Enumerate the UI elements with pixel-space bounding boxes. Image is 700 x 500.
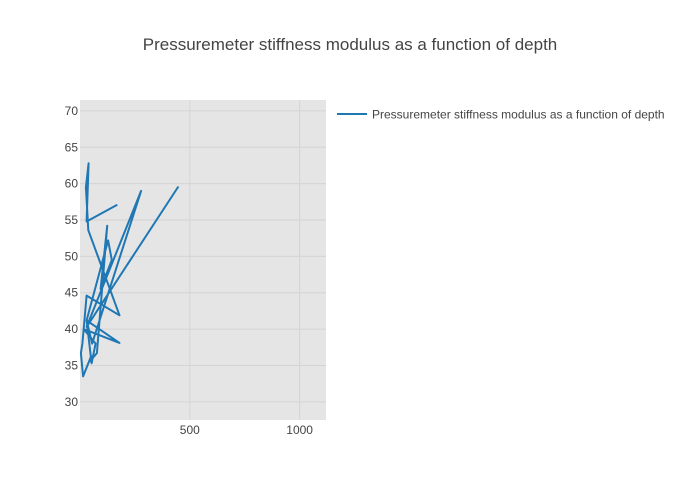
y-tick-label: 45 (65, 286, 79, 300)
legend[interactable]: Pressuremeter stiffness modulus as a fun… (337, 108, 665, 122)
x-tick-label: 500 (180, 423, 200, 437)
y-tick-label: 50 (65, 249, 79, 263)
y-tick-label: 60 (65, 177, 79, 191)
plot-area (80, 100, 326, 420)
y-tick-label: 35 (65, 358, 79, 372)
y-tick-label: 65 (65, 140, 79, 154)
series-line (79, 162, 180, 378)
y-tick-label: 40 (65, 322, 79, 336)
y-tick-label: 30 (65, 395, 79, 409)
x-tick-label: 1000 (286, 423, 313, 437)
legend-label: Pressuremeter stiffness modulus as a fun… (372, 108, 665, 122)
chart-title: Pressuremeter stiffness modulus as a fun… (143, 35, 558, 54)
y-tick-label: 55 (65, 213, 79, 227)
y-tick-label: 70 (65, 104, 79, 118)
